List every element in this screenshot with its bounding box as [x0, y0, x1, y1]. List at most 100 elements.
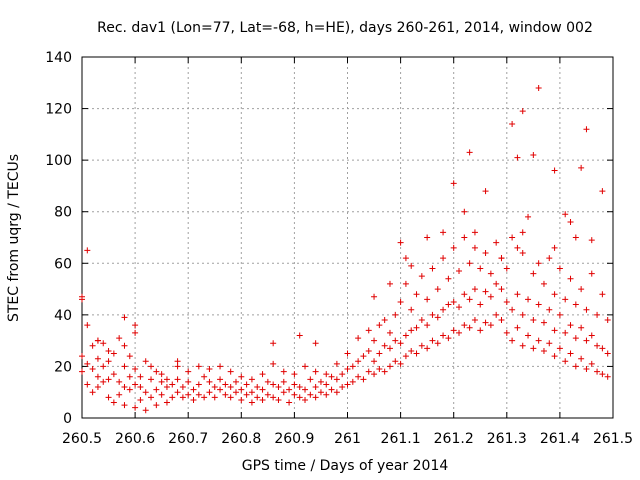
data-point: [588, 270, 595, 277]
x-tick-label: 261.5: [593, 431, 633, 447]
data-point: [280, 378, 287, 385]
data-point: [440, 332, 447, 339]
data-point: [456, 268, 463, 275]
data-point: [355, 358, 362, 365]
data-point: [440, 306, 447, 313]
data-point: [323, 381, 330, 388]
data-point: [339, 371, 346, 378]
data-point: [365, 368, 372, 375]
data-point: [333, 360, 340, 367]
data-point: [206, 366, 213, 373]
data-point: [312, 340, 319, 347]
data-point: [530, 151, 537, 158]
data-point: [583, 306, 590, 313]
data-point: [567, 350, 574, 357]
data-point: [514, 154, 521, 161]
data-point: [142, 358, 149, 365]
data-point: [413, 291, 420, 298]
data-point: [408, 327, 415, 334]
data-point: [275, 396, 282, 403]
data-point: [445, 301, 452, 308]
data-point: [201, 373, 208, 380]
data-point: [142, 389, 149, 396]
data-point: [376, 366, 383, 373]
data-point: [137, 396, 144, 403]
data-point: [418, 273, 425, 280]
data-point: [530, 345, 537, 352]
data-point: [355, 373, 362, 380]
data-point: [89, 342, 96, 349]
data-point: [588, 332, 595, 339]
data-point: [466, 324, 473, 331]
data-point: [132, 404, 139, 411]
data-point: [418, 342, 425, 349]
data-point: [381, 342, 388, 349]
y-axis-label: STEC from uqrg / TECUs: [6, 154, 22, 322]
data-point: [110, 350, 117, 357]
data-point: [163, 376, 170, 383]
data-point: [408, 262, 415, 269]
data-point: [376, 322, 383, 329]
data-point: [509, 234, 516, 241]
data-point: [270, 394, 277, 401]
data-point: [148, 394, 155, 401]
x-tick-label: 260.9: [274, 431, 314, 447]
data-point: [572, 335, 579, 342]
data-point: [408, 347, 415, 354]
data-point: [397, 298, 404, 305]
data-point: [243, 391, 250, 398]
data-point: [105, 376, 112, 383]
data-point: [132, 381, 139, 388]
data-point: [227, 394, 234, 401]
data-point: [116, 378, 123, 385]
data-point: [477, 301, 484, 308]
data-point: [540, 319, 547, 326]
data-point: [498, 255, 505, 262]
data-point: [402, 332, 409, 339]
data-point: [562, 296, 569, 303]
data-point: [594, 368, 601, 375]
data-point: [540, 347, 547, 354]
data-point: [291, 371, 298, 378]
data-point: [498, 317, 505, 324]
x-axis-label: GPS time / Days of year 2014: [242, 458, 449, 474]
data-point: [509, 306, 516, 313]
data-point: [201, 394, 208, 401]
data-point: [599, 371, 606, 378]
data-point: [206, 378, 213, 385]
data-point: [551, 353, 558, 360]
data-point: [286, 386, 293, 393]
data-point: [562, 211, 569, 218]
data-point: [296, 332, 303, 339]
x-tick-label: 260.5: [62, 431, 102, 447]
data-point: [466, 260, 473, 267]
data-point: [551, 244, 558, 251]
data-point: [583, 366, 590, 373]
data-point: [413, 350, 420, 357]
data-point: [227, 384, 234, 391]
data-point: [371, 358, 378, 365]
data-point: [572, 234, 579, 241]
data-point: [217, 386, 224, 393]
data-point: [302, 386, 309, 393]
data-point: [386, 345, 393, 352]
data-point: [386, 280, 393, 287]
data-point: [424, 322, 431, 329]
data-point: [371, 337, 378, 344]
data-point: [434, 340, 441, 347]
data-point: [450, 298, 457, 305]
data-point: [158, 378, 165, 385]
data-point: [248, 376, 255, 383]
data-point: [498, 286, 505, 293]
data-point: [440, 229, 447, 236]
data-point: [562, 329, 569, 336]
data-point: [381, 368, 388, 375]
data-point: [604, 350, 611, 357]
data-point: [487, 270, 494, 277]
data-point: [493, 280, 500, 287]
data-point: [121, 363, 128, 370]
data-point: [132, 366, 139, 373]
data-point: [232, 378, 239, 385]
data-point: [100, 340, 107, 347]
